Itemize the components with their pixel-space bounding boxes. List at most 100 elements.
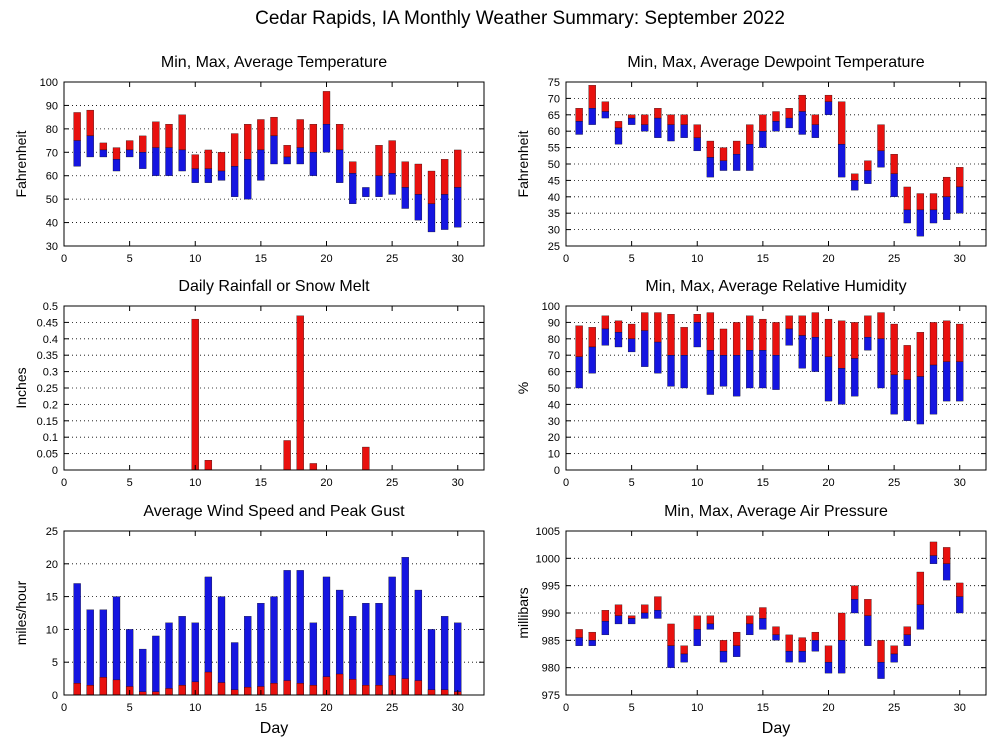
wind-ytick-label: 10 <box>46 624 58 636</box>
humidity-ytick-label: 70 <box>548 350 560 362</box>
wind-bar-gust <box>296 570 304 696</box>
pressure-bar-upper <box>719 640 728 652</box>
pressure-xtick-label: 10 <box>691 702 703 714</box>
rainfall-ytick-label: 0.2 <box>43 399 58 411</box>
rainfall-ytick-label: 0 <box>52 465 58 477</box>
humidity-bar-upper <box>680 327 688 356</box>
humidity-bar-lower <box>877 338 885 389</box>
pressure-ytick-label: 990 <box>542 608 560 620</box>
temperature-ytick-label: 100 <box>40 77 58 89</box>
rainfall-xtick-label: 25 <box>386 477 398 489</box>
dewpoint-bar-lower <box>575 121 583 135</box>
pressure-xtick-label: 30 <box>954 702 966 714</box>
humidity-bar-upper <box>956 323 964 362</box>
humidity-bar-upper <box>732 322 741 356</box>
dewpoint-bar-lower <box>916 209 925 237</box>
temperature-bar-upper <box>454 149 462 188</box>
dewpoint-xtick-label: 25 <box>888 253 900 265</box>
dewpoint-bar-lower <box>837 144 846 178</box>
wind-xtick-label: 10 <box>189 702 201 714</box>
humidity-bar-upper <box>798 315 806 336</box>
humidity-xtick-label: 10 <box>691 477 703 489</box>
pressure-bar-lower <box>772 634 780 641</box>
humidity-bar-upper <box>588 327 596 348</box>
temperature-bar-lower <box>86 135 94 158</box>
rainfall-bar <box>309 463 318 471</box>
dewpoint-bar-lower <box>732 154 741 171</box>
wind-bar-average <box>112 679 121 696</box>
dewpoint-ylabel: Fahrenheit <box>515 130 531 197</box>
temperature-bar-lower <box>335 149 344 183</box>
temperature-bar-lower <box>73 140 81 167</box>
humidity-bar-upper <box>654 312 662 343</box>
humidity-chart: Min, Max, Average Relative Humidity 0 10 20… <box>515 278 987 489</box>
humidity-bar-upper <box>667 314 675 356</box>
humidity-bar-lower <box>759 350 767 389</box>
dewpoint-bar-lower <box>851 180 859 191</box>
humidity-ytick-label: 60 <box>548 367 560 379</box>
rainfall-bar <box>191 318 199 471</box>
dewpoint-bar-upper <box>864 160 872 171</box>
rainfall-bar <box>283 440 291 471</box>
pressure-bar-lower <box>851 599 859 614</box>
wind-xtick-label: 25 <box>386 702 398 714</box>
pressure-bar-upper <box>706 615 715 625</box>
rainfall-xtick-label: 0 <box>61 477 67 489</box>
humidity-bar-upper <box>851 322 859 359</box>
dewpoint-bar-lower <box>680 124 688 138</box>
pressure-bar-upper <box>903 626 911 636</box>
wind-xtick-label: 15 <box>255 702 267 714</box>
pressure-xtick-label: 20 <box>822 702 834 714</box>
pressure-ytick-label: 980 <box>542 663 560 675</box>
wind-bar-average <box>309 685 318 696</box>
wind-plot-frame <box>63 530 485 696</box>
dewpoint-bar-upper <box>641 114 649 125</box>
dewpoint-bar-upper <box>588 85 596 109</box>
pressure-bar-upper <box>667 623 675 646</box>
wind-xtick-label: 20 <box>320 702 332 714</box>
temperature-bar-upper <box>244 124 252 160</box>
temperature-bar-upper <box>152 121 160 148</box>
humidity-bar-lower <box>903 379 911 421</box>
dewpoint-ytick-label: 75 <box>548 77 560 89</box>
humidity-bar-lower <box>667 355 675 387</box>
dewpoint-ytick-label: 65 <box>548 110 560 122</box>
humidity-xtick-label: 0 <box>563 477 569 489</box>
rainfall-ytick-label: 0.25 <box>37 383 58 395</box>
rainfall-bar <box>296 315 304 471</box>
dewpoint-bar-upper <box>890 154 898 174</box>
humidity-bar-upper <box>785 315 793 330</box>
pressure-bar-upper <box>864 599 872 616</box>
temperature-bar-lower <box>414 194 423 221</box>
dewpoint-bar-upper <box>772 111 780 122</box>
pressure-xtick-label: 15 <box>757 702 769 714</box>
wind-bar-gust <box>427 629 436 696</box>
temperature-bar-lower <box>440 194 449 230</box>
humidity-xtick-label: 20 <box>822 477 834 489</box>
wind-bar-average <box>178 685 186 696</box>
pressure-bar-upper <box>916 571 925 605</box>
humidity-bar-lower <box>851 358 859 397</box>
dewpoint-ytick-label: 50 <box>548 159 560 171</box>
dewpoint-bar-upper <box>667 114 675 125</box>
rainfall-title: Daily Rainfall or Snow Melt <box>178 278 370 295</box>
rainfall-ytick-label: 0.4 <box>43 334 58 346</box>
pressure-bar-upper <box>956 582 964 597</box>
dewpoint-bar-lower <box>719 160 728 171</box>
pressure-bar-upper <box>851 585 859 600</box>
dewpoint-bar-lower <box>785 117 793 129</box>
temperature-bar-lower <box>270 135 278 165</box>
dewpoint-ytick-label: 35 <box>548 208 560 220</box>
temperature-bar-upper <box>99 142 108 151</box>
figure-title: Cedar Rapids, IA Monthly Weather Summary… <box>255 8 785 29</box>
temperature-xtick-label: 10 <box>189 253 201 265</box>
wind-bar-gust <box>414 589 423 696</box>
wind-ytick-label: 15 <box>46 592 58 604</box>
dewpoint-bar-lower <box>811 124 820 138</box>
pressure-bar-upper <box>627 615 636 619</box>
pressure-bar-upper <box>680 645 688 655</box>
pressure-bar-lower <box>929 555 938 564</box>
rainfall-bar <box>362 446 370 471</box>
rainfall-ytick-label: 0.3 <box>43 367 58 379</box>
wind-xlabel: Day <box>260 720 288 737</box>
